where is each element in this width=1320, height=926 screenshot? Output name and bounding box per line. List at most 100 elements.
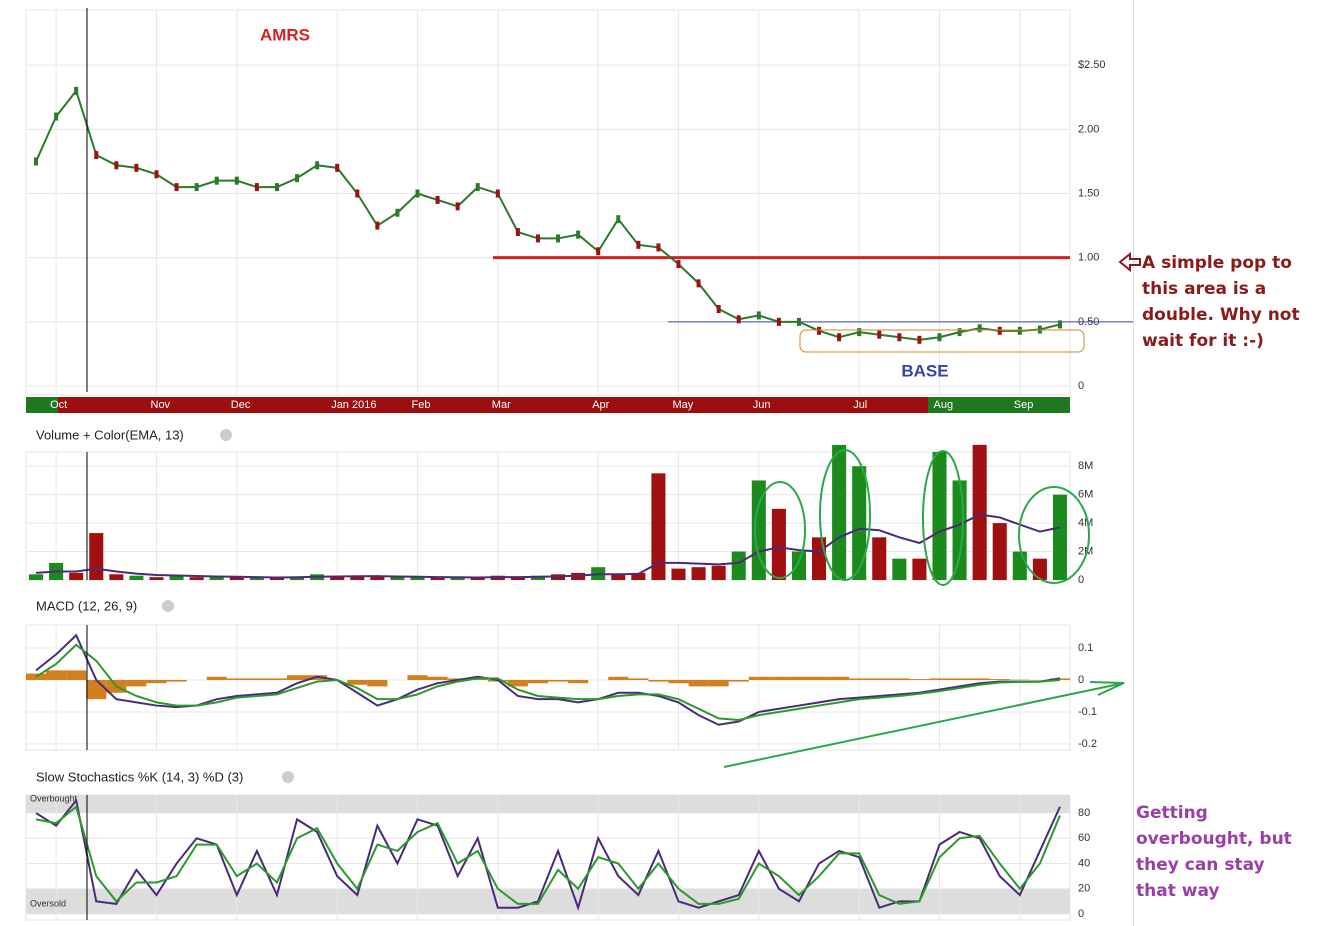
histogram-bar <box>869 678 890 680</box>
candle <box>315 161 320 170</box>
bar <box>249 577 264 580</box>
bar <box>450 577 465 580</box>
y-tick-label: 2M <box>1078 545 1093 557</box>
histogram-bar <box>407 675 428 680</box>
x-tick-label: Jul <box>853 399 867 411</box>
candle <box>194 183 199 192</box>
histogram-bar <box>427 676 448 680</box>
histogram-bar <box>287 675 308 680</box>
bar <box>691 567 706 580</box>
bar <box>209 577 224 580</box>
line <box>35 798 1061 911</box>
candle <box>274 183 279 192</box>
histogram-bar <box>668 679 689 684</box>
histogram-bar <box>929 678 950 680</box>
bar <box>711 565 726 580</box>
histogram-bar <box>748 676 769 680</box>
bar <box>149 577 164 580</box>
chart-title: AMRS <box>260 25 310 44</box>
histogram-bar <box>688 679 709 687</box>
bar <box>430 577 445 580</box>
panel: 0 2M 4M 6M 8M <box>25 444 1093 586</box>
candle <box>475 183 480 192</box>
close-icon[interactable] <box>282 771 294 783</box>
annotation: Getting overbought, but they can stay th… <box>1136 803 1292 901</box>
candle <box>696 279 701 288</box>
histogram-bar <box>989 679 1010 680</box>
histogram-bar <box>246 678 267 680</box>
line <box>35 88 1061 341</box>
line <box>35 513 1061 579</box>
candle <box>34 157 39 166</box>
bar <box>791 551 806 580</box>
candle <box>154 170 159 179</box>
candle <box>254 183 259 192</box>
arrow-icon <box>1118 251 1141 273</box>
band-label: Overbought <box>30 793 78 803</box>
bar <box>651 473 666 580</box>
candle <box>395 208 400 217</box>
candle <box>877 330 882 339</box>
x-tick-label: Jun <box>753 399 771 411</box>
y-tick-label: 0 <box>1078 674 1084 686</box>
y-tick-label: 2.00 <box>1078 123 1099 135</box>
line <box>35 633 1061 726</box>
x-tick-label: Aug <box>934 399 954 411</box>
candle <box>214 176 219 185</box>
close-icon[interactable] <box>162 600 174 612</box>
y-tick-label: 0 <box>1078 380 1084 392</box>
histogram-bar <box>909 679 930 680</box>
histogram-bar <box>949 678 970 680</box>
candle <box>756 311 761 320</box>
month-bar-bg <box>26 397 1070 413</box>
y-tick-label: 1.50 <box>1078 187 1099 199</box>
y-tick-label: -0.2 <box>1078 738 1097 750</box>
bar <box>290 577 305 580</box>
bar <box>932 452 947 580</box>
candle <box>1017 326 1022 335</box>
candle <box>837 333 842 342</box>
candle <box>174 183 179 192</box>
x-tick-label: Oct <box>50 399 67 411</box>
bar <box>731 551 746 580</box>
bar <box>952 480 967 580</box>
candle <box>576 230 581 239</box>
bar <box>812 537 827 580</box>
bar <box>410 577 425 580</box>
histogram-bar <box>206 676 227 680</box>
trend-arrow <box>723 681 1125 768</box>
candle <box>616 215 621 224</box>
bar <box>69 572 84 580</box>
candle <box>776 317 781 326</box>
bar <box>330 575 345 580</box>
bar <box>1052 494 1067 580</box>
bar <box>510 577 525 580</box>
candle <box>997 326 1002 335</box>
histogram-bar <box>166 679 187 682</box>
divider <box>1133 0 1134 926</box>
candle <box>515 228 520 237</box>
x-tick-label: Dec <box>231 399 251 411</box>
bar <box>912 558 927 580</box>
candle <box>54 112 59 121</box>
histogram-bar <box>829 676 850 680</box>
candle <box>897 333 902 342</box>
month-bar: Oct Nov Dec Jan 2016 Feb Mar Apr May Jun Jul Aug Se… <box>26 397 1070 413</box>
y-tick-label: 0 <box>1078 574 1084 586</box>
x-tick-label: Jan 2016 <box>331 399 376 411</box>
candle <box>556 234 561 243</box>
histogram-bar <box>889 678 910 680</box>
close-icon[interactable] <box>220 429 232 441</box>
candle <box>435 195 440 204</box>
y-tick-label: -0.1 <box>1078 706 1097 718</box>
y-tick-label: 60 <box>1078 832 1090 844</box>
candle <box>74 86 79 95</box>
x-tick-label: Apr <box>592 399 609 411</box>
candle <box>335 163 340 172</box>
bar <box>89 533 104 580</box>
x-tick-label: Nov <box>151 399 171 411</box>
x-tick-label: Mar <box>492 399 511 411</box>
histogram-bar <box>728 679 749 682</box>
